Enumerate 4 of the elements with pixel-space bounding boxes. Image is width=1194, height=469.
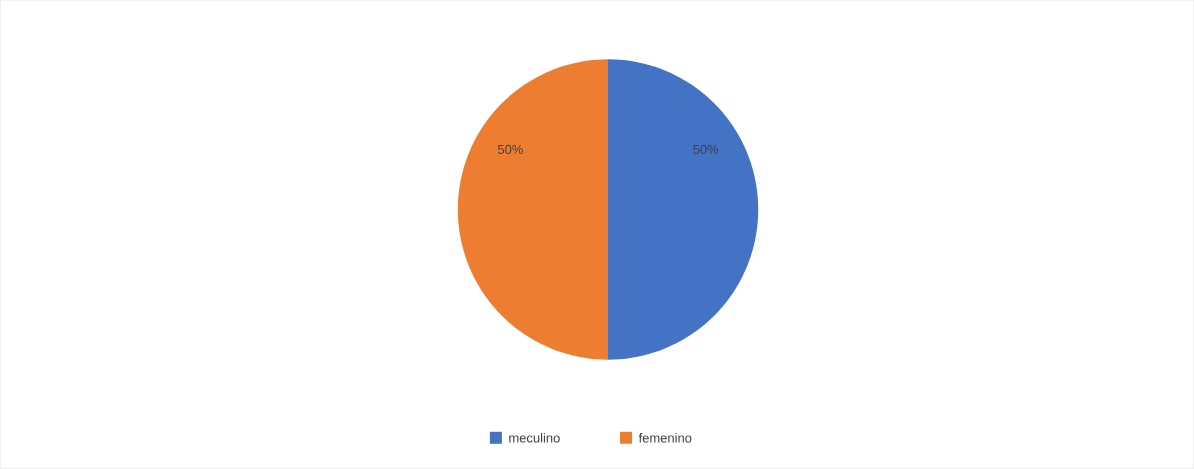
- legend-label: meculino: [509, 433, 560, 443]
- legend-label: femenino: [638, 433, 692, 443]
- data-label: 50%: [693, 144, 719, 154]
- data-label: 50%: [497, 144, 523, 154]
